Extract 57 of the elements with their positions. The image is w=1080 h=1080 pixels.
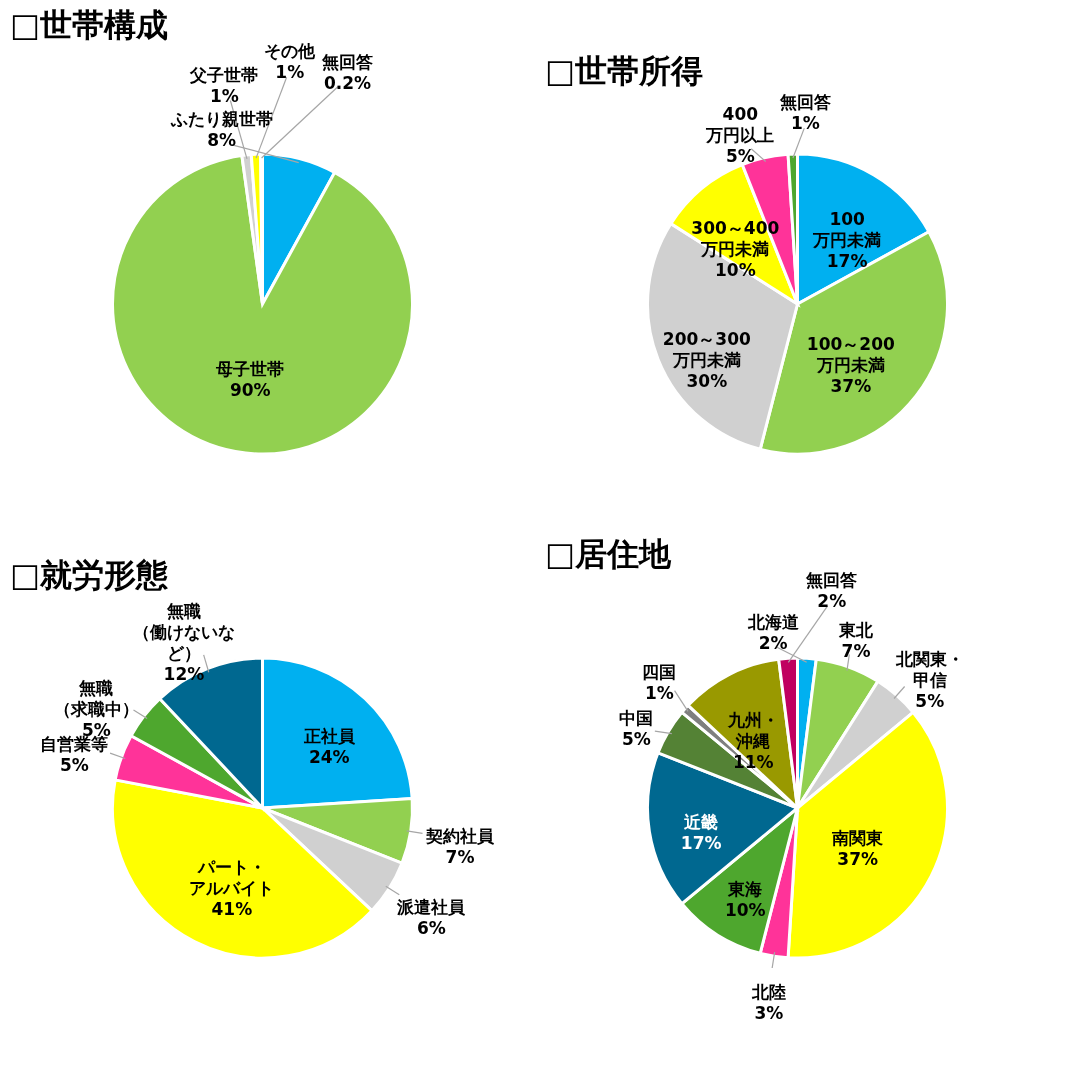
slice-label: その他 [264,41,317,62]
slice-label: 100万円未満 [812,209,882,251]
slice-label: 南関東 [831,827,885,848]
slice-label: 北海道 [746,611,799,632]
slice-label: 中国 [619,708,654,729]
data-label: 10% [724,900,766,921]
slice-label: 100～200万円未満 [806,334,895,376]
data-label: 5% [725,145,755,166]
slice-label: 正社員 [302,725,356,746]
data-label: 6% [416,918,446,939]
data-label: 2% [817,591,847,612]
slice-label: 東北 [838,619,875,640]
data-label: 8% [207,130,237,151]
slice-label: 無回答 [321,52,373,73]
data-label: 5% [621,729,651,750]
slice-label: 四国 [642,662,677,683]
data-label: 12% [163,663,205,684]
slice-label: 無職（働けないなど） [132,600,235,663]
data-label: 90% [229,380,271,401]
data-label: 1% [790,113,820,134]
slice-label: 無回答 [778,92,831,113]
data-label: 3% [754,1002,784,1023]
chart-title: □世帯構成 [10,6,169,45]
slice-label: 派遣社員 [396,897,467,918]
data-label: 5% [59,754,89,775]
data-label: 1% [644,683,674,704]
slice-label: 東海 [727,879,763,900]
data-label: 30% [686,370,728,391]
slice-label: ふたり親世帯 [169,109,273,130]
slice-label: 200～300万円未満 [662,328,751,370]
chart-title: □居住地 [545,535,673,574]
data-label: 7% [841,640,871,661]
data-label: 0.2% [323,73,372,94]
slice-label: 北陸 [750,981,786,1002]
slice-label: 無職（求職中） [53,677,139,719]
data-label: 1% [210,85,239,106]
data-label: 17% [680,833,722,854]
slice-label: 400万円以上 [705,103,775,145]
data-label: 2% [758,632,788,653]
slice-label: 近畿 [683,812,719,833]
data-label: 1% [275,62,305,83]
slice-label: パート・アルバイト [189,857,275,899]
data-label: 41% [211,899,253,920]
data-label: 5% [915,690,945,711]
chart-title: □世帯所得 [545,52,704,90]
data-label: 37% [830,376,872,397]
slice-label: 母子世帯 [215,359,285,380]
data-label: 17% [826,251,868,272]
data-label: 7% [445,847,475,868]
slice-label: 契約社員 [425,826,496,847]
data-label: 24% [308,746,350,767]
chart-title: □就労形態 [10,556,169,594]
data-label: 37% [837,848,878,869]
slice-label: 北関東・甲信 [894,648,964,690]
slice-label: 九州・沖縄 [726,710,779,752]
slice-label: 父子世帯 [189,64,259,85]
slice-label: 無回答 [805,570,858,591]
